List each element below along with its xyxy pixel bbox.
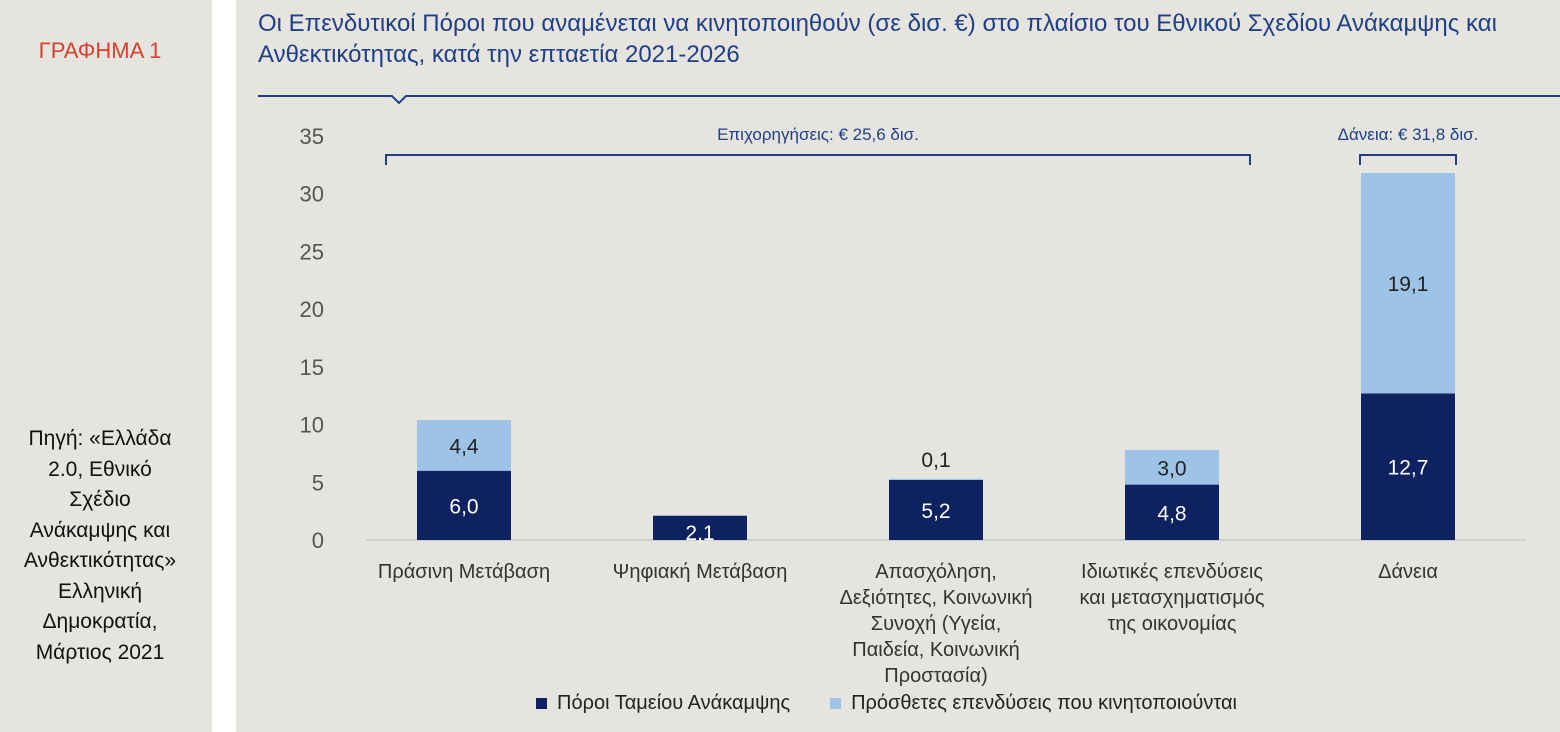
bar-additional-3 bbox=[1125, 449, 1219, 485]
bar-additional-2 bbox=[889, 478, 983, 480]
source-line: 2.0, Εθνικό bbox=[48, 457, 152, 481]
data-label: 19,1 bbox=[1388, 273, 1429, 296]
data-label: 4,4 bbox=[449, 435, 479, 458]
data-label: 5,2 bbox=[921, 500, 950, 523]
legend-label: Πόροι Ταμείου Ανάκαμψης bbox=[557, 692, 791, 714]
x-category-label: Προστασία) bbox=[884, 665, 987, 687]
y-tick-label: 35 bbox=[300, 124, 324, 149]
source-line: Ελληνική bbox=[57, 579, 143, 603]
legend-label: Πρόσθετες επενδύσεις που κινητοποιούνται bbox=[851, 692, 1237, 714]
annotation-label: Δάνεια: € 31,8 δισ. bbox=[1338, 125, 1479, 144]
panel-divider bbox=[212, 0, 236, 732]
y-tick-label: 0 bbox=[312, 528, 324, 553]
data-label: 12,7 bbox=[1388, 457, 1429, 480]
data-label: 3,0 bbox=[1157, 457, 1186, 480]
title-underline bbox=[258, 95, 1560, 105]
data-label: 2,1 bbox=[685, 522, 714, 545]
bar-recovery-fund-1 bbox=[653, 515, 747, 540]
y-tick-label: 10 bbox=[300, 413, 324, 438]
x-category-label: Ιδιωτικές επενδύσεις bbox=[1081, 561, 1263, 583]
annotation-bracket bbox=[385, 154, 1251, 165]
data-label: 6,0 bbox=[449, 495, 478, 518]
legend: Πόροι Ταμείου Ανάκαμψης Πρόσθετες επενδύ… bbox=[536, 692, 1277, 715]
y-tick-label: 15 bbox=[300, 355, 324, 380]
y-tick-label: 20 bbox=[300, 297, 324, 322]
legend-item-additional-investments: Πρόσθετες επενδύσεις που κινητοποιούνται bbox=[830, 692, 1237, 715]
y-tick-label: 30 bbox=[300, 182, 324, 207]
source-line: Ανάκαμψης και bbox=[29, 518, 171, 542]
figure-label: ΓΡΑΦΗΜΑ 1 bbox=[38, 38, 162, 63]
x-category-label: Ψηφιακή Μετάβαση bbox=[613, 561, 788, 583]
legend-item-recovery-fund: Πόροι Ταμείου Ανάκαμψης bbox=[536, 692, 790, 715]
bar-additional-0 bbox=[417, 419, 511, 471]
source-line: Σχέδιο bbox=[69, 488, 131, 511]
bar-recovery-fund-3 bbox=[1125, 484, 1219, 540]
bar-recovery-fund-2 bbox=[889, 479, 983, 540]
x-category-label: Δεξιότητες, Κοινωνική bbox=[840, 587, 1033, 609]
y-tick-label: 5 bbox=[312, 470, 324, 495]
legend-swatch-dark bbox=[536, 698, 547, 709]
side-panel: ΓΡΑΦΗΜΑ 1 Πηγή: «Ελλάδα 2.0, Εθνικό Σχέδ… bbox=[0, 0, 212, 732]
bar-additional-4 bbox=[1361, 172, 1455, 394]
data-label: 4,8 bbox=[1157, 502, 1186, 525]
source-line: Πηγή: «Ελλάδα bbox=[28, 427, 172, 450]
annotation-bracket bbox=[1359, 154, 1457, 165]
source-line: Μάρτιος 2021 bbox=[35, 640, 165, 664]
x-category-label: και μετασχηματισμός bbox=[1080, 587, 1265, 609]
y-tick-label: 25 bbox=[300, 239, 324, 264]
x-category-label: Συνοχή (Υγεία, bbox=[871, 613, 1002, 635]
chart-canvas: 0 5 10 15 20 25 30 35 6,0 4,4 Πράσινη Μετάβαση 2,1 Ψ… bbox=[258, 95, 1560, 687]
x-category-label: Δάνεια bbox=[1378, 561, 1438, 583]
bar-recovery-fund-4 bbox=[1361, 393, 1455, 540]
source-line: Δημοκρατία, bbox=[42, 610, 158, 633]
data-label: 0,1 bbox=[921, 449, 950, 472]
legend-swatch-light bbox=[830, 698, 842, 709]
x-category-label: της οικονομίας bbox=[1108, 613, 1237, 635]
annotation-label: Επιχορηγήσεις: € 25,6 δισ. bbox=[717, 125, 919, 144]
bar-recovery-fund-0 bbox=[417, 470, 511, 540]
x-category-label: Πράσινη Μετάβαση bbox=[378, 561, 550, 583]
x-category-label: Παιδεία, Κοινωνική bbox=[852, 639, 1019, 661]
source-line: Ανθεκτικότητας» bbox=[23, 549, 177, 572]
x-category-label: Απασχόληση, bbox=[875, 561, 997, 583]
chart-title: Οι Επενδυτικοί Πόροι που αναμένεται να κ… bbox=[258, 10, 1497, 68]
source-note: Πηγή: «Ελλάδα 2.0, Εθνικό Σχέδιο Ανάκαμψ… bbox=[0, 424, 200, 668]
chart-panel: Οι Επενδυτικοί Πόροι που αναμένεται να κ… bbox=[236, 0, 1560, 732]
